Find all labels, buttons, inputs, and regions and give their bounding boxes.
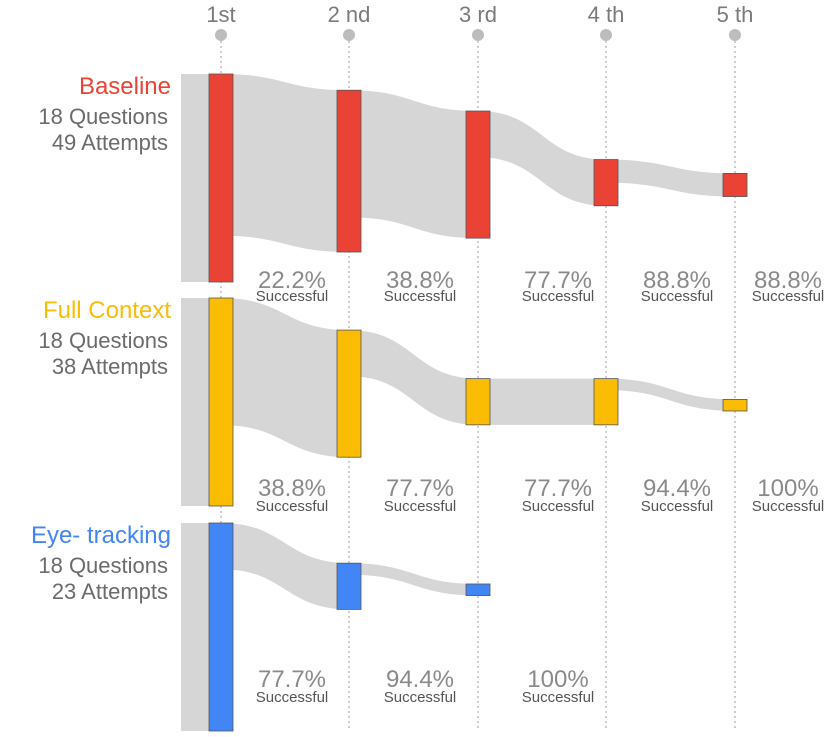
condition-attempts-1: 38 Attempts (52, 354, 168, 379)
bar-2-1 (209, 523, 233, 731)
condition-name-0: Baseline (79, 73, 171, 100)
condition-attempts-2: 23 Attempts (52, 579, 168, 604)
condition-questions-2: 18 Questions (38, 553, 168, 578)
condition-attempts-0: 49 Attempts (52, 130, 168, 155)
flow-ribbon-1-4 (606, 379, 735, 411)
success-word-0-2: Successful (384, 288, 457, 305)
success-word-0-3: Successful (522, 288, 595, 305)
attempt-header-4: 4 th (588, 2, 625, 27)
bar-0-5 (723, 173, 747, 196)
bar-0-1 (209, 74, 233, 282)
success-word-1-3: Successful (522, 498, 595, 515)
attempt-dot-4 (600, 29, 612, 41)
success-word-1-1: Successful (256, 498, 329, 515)
bar-1-2 (337, 330, 361, 457)
success-word-1-2: Successful (384, 498, 457, 515)
attempt-header-2: 2 nd (328, 2, 371, 27)
attempt-header-3: 3 rd (459, 2, 497, 27)
flow-ribbon-1-3 (478, 379, 606, 425)
attempt-dot-1 (215, 29, 227, 41)
bar-0-2 (337, 90, 361, 252)
bar-1-1 (209, 298, 233, 506)
flow-ribbon-1-1 (221, 298, 349, 457)
attempt-header-1: 1st (206, 2, 235, 27)
attempt-dot-2 (343, 29, 355, 41)
bar-1-3 (466, 379, 490, 425)
flow-ribbon-0-4 (606, 160, 735, 197)
bar-2-3 (466, 584, 490, 596)
flow-ribbon-0-1 (221, 74, 349, 252)
success-word-0-5: Successful (752, 288, 825, 305)
condition-name-2: Eye- tracking (31, 522, 171, 549)
flow-ribbon-2-2 (349, 563, 478, 595)
flow-ribbon-0-2 (349, 90, 478, 238)
flow-ribbon-0-3 (478, 111, 606, 206)
bar-0-3 (466, 111, 490, 238)
attempt-dot-5 (729, 29, 741, 41)
attempt-dot-3 (472, 29, 484, 41)
flow-ribbon-2-1 (221, 523, 349, 609)
success-word-1-4: Successful (641, 498, 714, 515)
attempt-header-5: 5 th (717, 2, 754, 27)
bar-0-4 (594, 160, 618, 206)
success-word-0-4: Successful (641, 288, 714, 305)
condition-questions-0: 18 Questions (38, 104, 168, 129)
success-word-2-2: Successful (384, 689, 457, 706)
flow-ribbons (181, 74, 735, 731)
bar-1-4 (594, 379, 618, 425)
success-word-0-1: Successful (256, 288, 329, 305)
success-word-2-3: Successful (522, 689, 595, 706)
condition-questions-1: 18 Questions (38, 328, 168, 353)
success-word-2-1: Successful (256, 689, 329, 706)
success-word-1-5: Successful (752, 498, 825, 515)
bar-1-5 (723, 399, 747, 411)
bar-2-2 (337, 563, 361, 609)
flow-ribbon-1-2 (349, 330, 478, 425)
condition-name-1: Full Context (43, 297, 171, 324)
